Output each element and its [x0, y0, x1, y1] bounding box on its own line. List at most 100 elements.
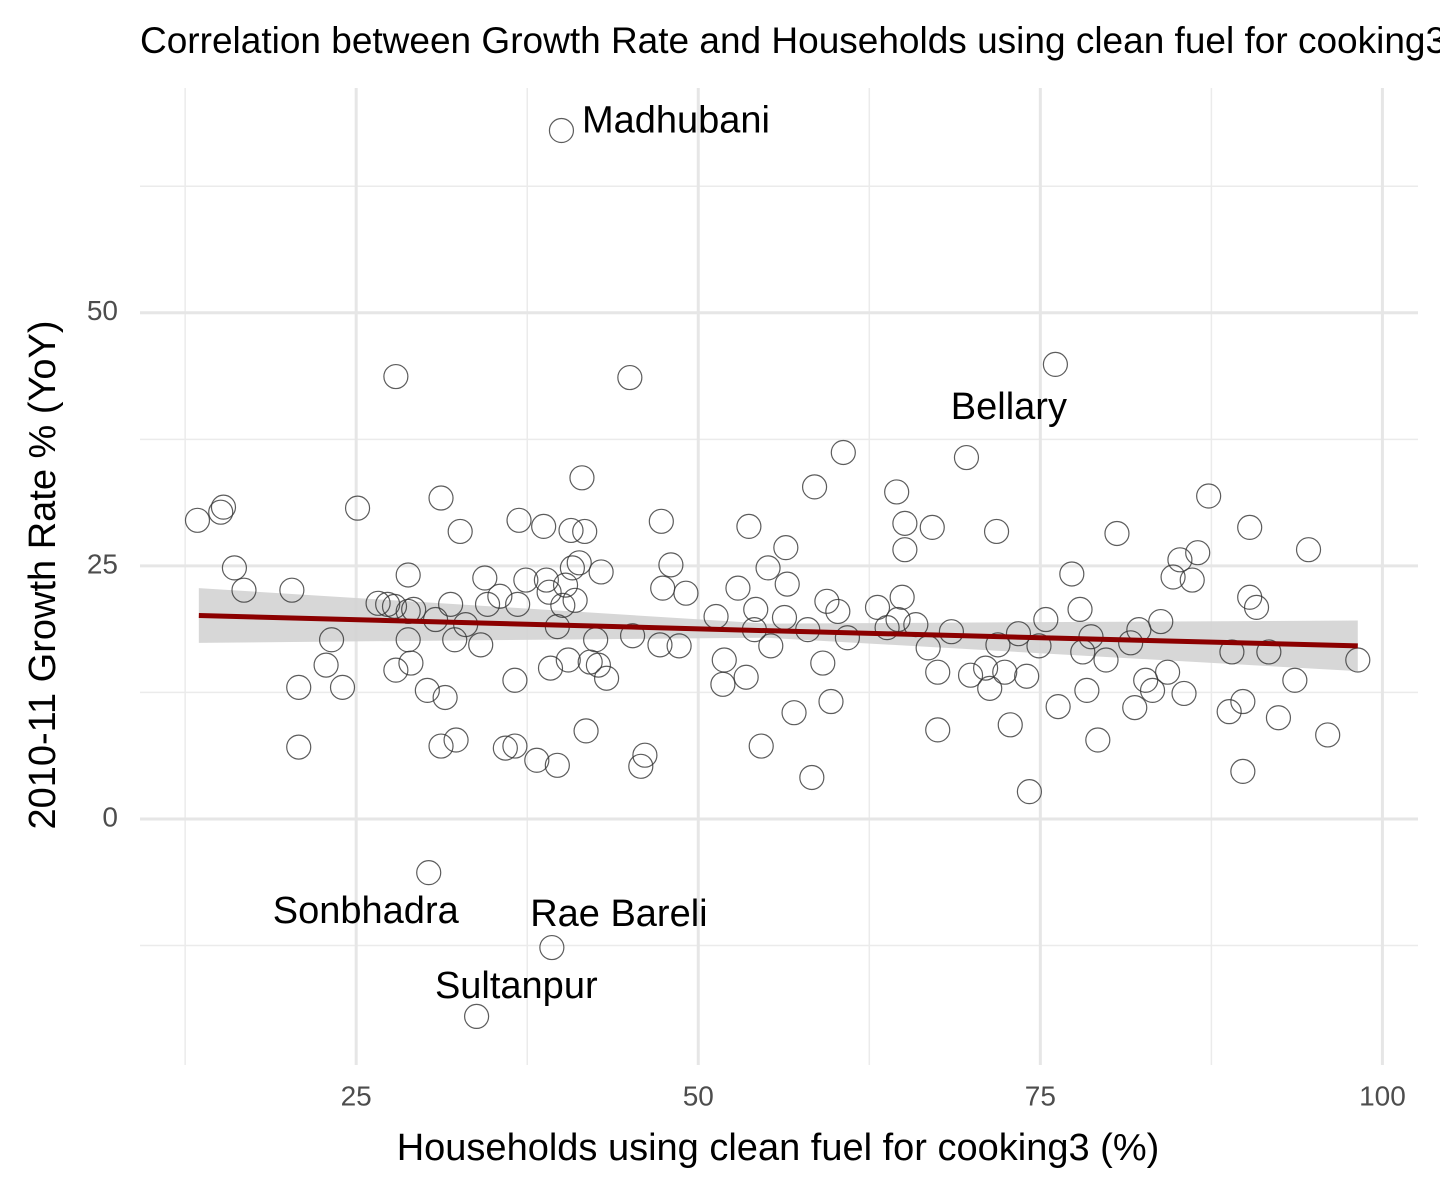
- point: [1104, 520, 1130, 547]
- point: [748, 733, 774, 759]
- point: [983, 518, 1010, 545]
- point: [1067, 596, 1093, 623]
- point: [818, 688, 844, 715]
- point: [539, 934, 565, 961]
- x-axis-label: Households using clean fuel for cooking3…: [397, 1127, 1160, 1169]
- point: [428, 485, 454, 511]
- point: [830, 439, 856, 466]
- point: [344, 495, 371, 521]
- point: [1179, 567, 1205, 593]
- point: [710, 671, 736, 697]
- point: [1345, 647, 1371, 673]
- point: [632, 742, 658, 768]
- point: [617, 364, 643, 391]
- point: [329, 674, 356, 700]
- point: [810, 650, 836, 676]
- point: [1045, 693, 1071, 720]
- point: [365, 590, 391, 616]
- point: [1171, 680, 1197, 707]
- y-tick-label: 0: [102, 801, 118, 832]
- point: [1196, 483, 1222, 509]
- point: [743, 596, 769, 623]
- point: [487, 583, 513, 609]
- point: [208, 499, 234, 525]
- point: [548, 117, 575, 144]
- point: [957, 662, 984, 688]
- point: [977, 675, 1003, 701]
- point: [447, 518, 473, 545]
- plot-area: Madhubani Bellary Sonbhadra Rae Bareli Sulta…: [184, 99, 1371, 1030]
- point: [889, 584, 915, 610]
- point: [572, 518, 598, 545]
- point: [286, 734, 312, 760]
- point: [184, 507, 211, 533]
- point: [673, 580, 699, 606]
- point: [231, 577, 257, 603]
- x-tick-label: 100: [1359, 1080, 1406, 1111]
- point: [884, 479, 910, 505]
- point: [585, 652, 611, 678]
- point: [472, 565, 498, 591]
- point: [1216, 699, 1242, 725]
- point: [985, 632, 1011, 658]
- point: [1059, 561, 1085, 587]
- point: [1230, 688, 1256, 715]
- point: [814, 588, 840, 614]
- point: [1237, 514, 1263, 540]
- point: [711, 647, 737, 673]
- x-tick-label: 25: [341, 1080, 372, 1111]
- point: [781, 700, 807, 726]
- point: [588, 559, 614, 585]
- y-tick-label: 50: [87, 295, 118, 326]
- point: [502, 733, 528, 759]
- point: [1295, 537, 1322, 563]
- point: [864, 594, 891, 620]
- point: [650, 575, 676, 601]
- point: [1237, 584, 1263, 610]
- point: [758, 633, 784, 659]
- point: [1005, 621, 1032, 647]
- point: [210, 494, 237, 520]
- point: [442, 627, 468, 653]
- point: [1265, 705, 1292, 731]
- point: [559, 555, 585, 581]
- point: [555, 647, 581, 673]
- point: [619, 623, 646, 649]
- point: [992, 659, 1018, 685]
- point: [648, 508, 674, 534]
- point: [524, 747, 550, 773]
- point: [537, 655, 564, 681]
- point: [1230, 758, 1256, 784]
- point: [558, 517, 584, 544]
- point: [755, 555, 781, 581]
- point: [919, 514, 945, 540]
- point: [799, 764, 825, 791]
- point: [1160, 564, 1186, 590]
- annotation: Bellary: [951, 386, 1067, 428]
- x-tick-label: 75: [1025, 1080, 1056, 1111]
- point: [286, 674, 312, 700]
- point: [825, 598, 851, 625]
- point: [1282, 667, 1308, 693]
- point: [658, 552, 684, 578]
- point: [1026, 633, 1052, 659]
- point: [892, 537, 918, 563]
- annotation: Sultanpur: [435, 965, 598, 1007]
- y-axis-label: 2010-11 Growth Rate % (YoY): [22, 320, 64, 829]
- point: [773, 535, 799, 561]
- point: [925, 717, 951, 743]
- point: [725, 575, 751, 601]
- point: [1033, 606, 1059, 633]
- point: [1167, 547, 1193, 573]
- point: [505, 591, 531, 617]
- point: [395, 562, 421, 588]
- point: [1148, 608, 1174, 635]
- annotation: Madhubani: [582, 99, 770, 141]
- point: [492, 735, 518, 761]
- point: [733, 664, 759, 690]
- point: [1016, 779, 1043, 805]
- point: [464, 1003, 490, 1030]
- point: [474, 591, 501, 617]
- point: [892, 510, 918, 536]
